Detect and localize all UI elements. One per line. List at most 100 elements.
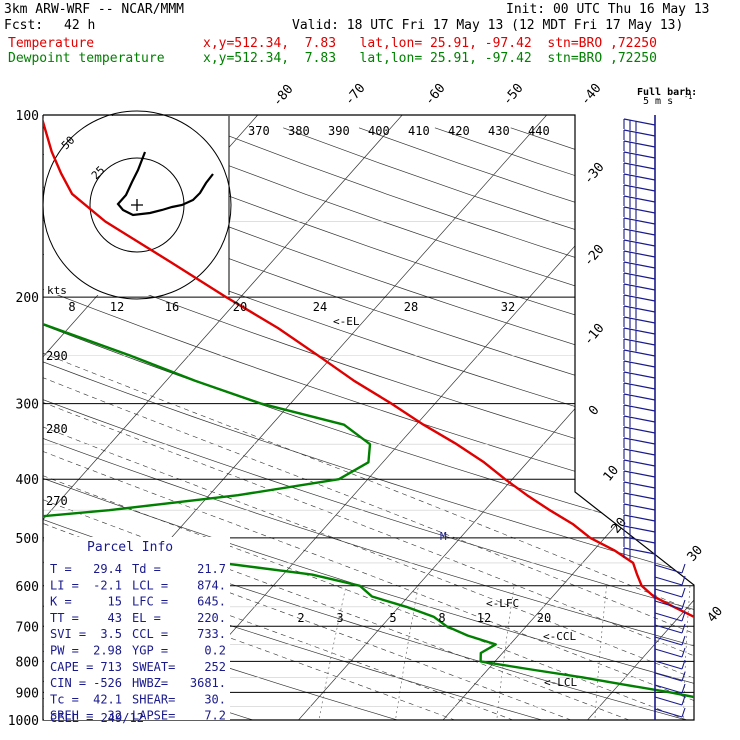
- dry-adiabat-line: [43, 127, 694, 720]
- wind-barb: [623, 459, 656, 472]
- wind-barb: [623, 415, 656, 428]
- parcel-field-label: SREH =: [50, 709, 93, 723]
- moist-adiabat-line: [43, 296, 694, 720]
- theta-label: 370: [248, 124, 270, 138]
- parcel-field-value: 0.2: [204, 644, 226, 658]
- dry-adiabat-line: [43, 127, 694, 720]
- isotherm-label: -60: [422, 81, 449, 109]
- wind-barb: [623, 514, 656, 527]
- hodograph-units: kts: [47, 284, 67, 297]
- isotherm-label: 30: [685, 543, 707, 565]
- pressure-tick-label: 100: [16, 109, 39, 124]
- dry-adiabat-line: [43, 127, 441, 720]
- theta-label: 400: [368, 124, 390, 138]
- hodograph-origin: [131, 199, 143, 211]
- dry-adiabat-line: [43, 127, 694, 720]
- parcel-field-value: 3681.: [190, 676, 226, 690]
- parcel-field-value: 29.4: [93, 562, 122, 576]
- wind-barb: [623, 283, 656, 297]
- parcel-field-value: 2.98: [93, 644, 122, 658]
- dry-adiabat-line: [43, 127, 694, 720]
- speed-tick-label: 16: [165, 300, 179, 314]
- wind-barb: [623, 239, 656, 253]
- wind-barb: [654, 635, 686, 646]
- parcel-info-panel: Parcel Info T = 29.4 Td = 21.7 LI = -2.1 LCL =…: [44, 537, 230, 725]
- isotherm-line: [286, 115, 694, 720]
- wind-barb: [623, 151, 656, 165]
- el-marker: <-EL: [333, 315, 360, 328]
- parcel-field-label: Tc =: [50, 692, 79, 706]
- parcel-field-label: EL =: [132, 611, 161, 625]
- wind-barb: [654, 671, 686, 682]
- pressure-tick-label: 800: [16, 655, 39, 670]
- wind-barb: [623, 250, 656, 264]
- moist-adiabat-line: [43, 296, 694, 720]
- wind-barb: [654, 707, 686, 718]
- parcel-field-label: CIN =: [50, 676, 86, 690]
- parcel-field-label: TT =: [50, 611, 79, 625]
- parcel-field-value: 733.: [197, 627, 226, 641]
- parcel-field-value: 645.: [197, 595, 226, 609]
- wind-barb: [623, 162, 656, 176]
- wind-barb: [623, 129, 656, 143]
- wind-barb: [623, 404, 656, 417]
- isotherm-line: [575, 115, 694, 720]
- parcel-field-value: -526: [93, 676, 122, 690]
- wind-barb: [654, 647, 686, 658]
- parcel-field-value: 15: [108, 595, 122, 609]
- isotherm-label: 10: [601, 463, 623, 485]
- dewpoint-legend-info: x,y=512.34, 7.83 lat,lon= 25.91, -97.42 …: [203, 51, 657, 66]
- barb-legend-title: Full barb:: [637, 87, 697, 98]
- wind-barb: [623, 228, 656, 242]
- parcel-field-value: 42.1: [93, 692, 122, 706]
- dry-adiabat-label: 290: [46, 349, 68, 363]
- parcel-field-value: 874.: [197, 578, 226, 592]
- parcel-field-label: LAPSE=: [132, 709, 175, 723]
- temperature-legend-info: x,y=512.34, 7.83 lat,lon= 25.91, -97.42 …: [203, 36, 657, 51]
- dry-adiabat-line: [43, 127, 694, 720]
- mixing-ratio-label: 20: [537, 611, 551, 625]
- pressure-tick-label: 200: [16, 291, 39, 306]
- temperature-legend-label: Temperature: [8, 36, 95, 51]
- parcel-field-label: T =: [50, 562, 72, 576]
- wind-barb: [654, 575, 686, 586]
- wind-barb: [623, 382, 656, 395]
- wind-barb: [623, 305, 656, 319]
- moist-adiabat-line: [43, 296, 606, 720]
- isotherm-line: [431, 115, 694, 720]
- wind-barb: [623, 217, 656, 231]
- dry-adiabat-line: [207, 127, 694, 720]
- mixing-ratio-line: [682, 585, 691, 720]
- barb-legend-exponent: -1: [684, 93, 692, 101]
- isotherm-label: -70: [342, 81, 369, 109]
- isotherm-label: -40: [578, 81, 605, 109]
- parcel-field-value: 713: [100, 660, 122, 674]
- wind-barb: [654, 659, 686, 670]
- moist-adiabat-line: [43, 296, 694, 720]
- speed-tick-label: 24: [313, 300, 327, 314]
- mixing-ratio-label: 2: [297, 611, 304, 625]
- mixing-ratio-label: 8: [438, 611, 445, 625]
- parcel-field-label: HWBZ=: [132, 676, 168, 690]
- ccl-marker: <-CCL: [543, 630, 576, 643]
- wind-barb: [654, 695, 686, 706]
- moist-adiabat-line: [43, 296, 548, 720]
- parcel-field-label: SVI =: [50, 627, 86, 641]
- wind-barb: [654, 599, 686, 610]
- speed-tick-label: 8: [68, 300, 75, 314]
- wind-barb: [654, 563, 686, 574]
- speed-tick-label: 12: [110, 300, 124, 314]
- parcel-field-label: K =: [50, 595, 72, 609]
- isotherm-line: [721, 87, 740, 733]
- hodograph-ring: [42, 110, 232, 300]
- wind-barb: [623, 437, 656, 450]
- parcel-field-value: 21.7: [197, 562, 226, 576]
- isotherm-label: -20: [581, 242, 608, 270]
- theta-label: 420: [448, 124, 470, 138]
- mixing-ratio-label: 12: [477, 611, 491, 625]
- temperature-trace: [43, 115, 694, 720]
- dry-adiabat-line: [43, 127, 694, 720]
- wind-barb: [654, 611, 686, 622]
- parcel-field-label: PW =: [50, 644, 79, 658]
- wind-barb: [623, 261, 656, 275]
